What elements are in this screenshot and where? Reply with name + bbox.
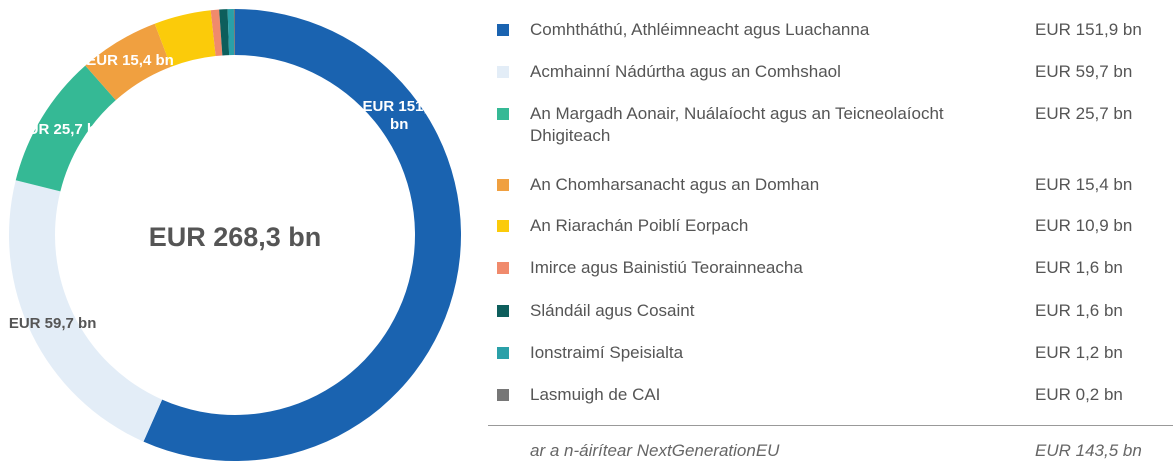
- legend-label: An Chomharsanacht agus an Domhan: [530, 175, 820, 194]
- slice-label: EUR 25,7 bn: [17, 120, 106, 138]
- donut-slice: [233, 9, 235, 56]
- legend-value: EUR 25,7 bn: [1035, 104, 1133, 123]
- legend-swatch: [497, 179, 509, 191]
- legend-value: EUR 59,7 bn: [1035, 62, 1133, 81]
- donut-slice: [227, 9, 235, 56]
- legend-label: An Margadh Aonair, Nuálaíocht agus an Te…: [530, 104, 944, 145]
- donut-slice: [143, 9, 462, 461]
- legend-label: Ionstraimí Speisialta: [530, 343, 684, 362]
- legend-value: EUR 15,4 bn: [1035, 175, 1133, 194]
- legend-value: EUR 1,6 bn: [1035, 301, 1123, 320]
- legend-swatch: [497, 262, 509, 274]
- center-label: EUR 268,3 bn: [148, 222, 322, 252]
- donut-slice: [219, 9, 230, 56]
- slice-label: EUR 59,7 bn: [8, 315, 97, 333]
- donut-slice: [210, 9, 223, 57]
- legend-value: EUR 1,2 bn: [1035, 343, 1123, 362]
- note-value: EUR 143,5 bn: [1035, 441, 1142, 460]
- legend-swatch: [497, 305, 509, 317]
- legend-label: Acmhainní Nádúrtha agus an Comhshaol: [530, 62, 841, 81]
- legend-swatch: [497, 220, 509, 232]
- separator: [488, 425, 1173, 426]
- legend-label: Comhtháthú, Athléimneacht agus Luachanna: [530, 20, 870, 39]
- legend-value: EUR 0,2 bn: [1035, 385, 1123, 404]
- legend-swatch: [497, 66, 509, 78]
- legend-value: EUR 10,9 bn: [1035, 216, 1133, 235]
- donut-slice: [85, 23, 172, 101]
- legend-label: Slándáil agus Cosaint: [530, 301, 695, 320]
- slice-label: EUR 151,9 bn: [362, 97, 436, 133]
- legend-label: Imirce agus Bainistiú Teorainneacha: [530, 258, 803, 277]
- donut-slice: [15, 65, 116, 192]
- donut-slice: [8, 180, 163, 442]
- legend-swatch: [497, 24, 509, 36]
- donut-slice: [154, 10, 216, 67]
- legend-swatch: [497, 347, 509, 359]
- note-label: ar a n-áirítear NextGenerationEU: [530, 441, 780, 460]
- legend-value: EUR 1,6 bn: [1035, 258, 1123, 277]
- legend-value: EUR 151,9 bn: [1035, 20, 1142, 39]
- legend-swatch: [497, 108, 509, 120]
- donut: [8, 9, 462, 461]
- slice-label: EUR 15,4 bn: [86, 52, 174, 70]
- legend-swatch: [497, 389, 509, 401]
- legend-label: Lasmuigh de CAI: [530, 385, 661, 404]
- legend-label: An Riarachán Poiblí Eorpach: [530, 216, 749, 235]
